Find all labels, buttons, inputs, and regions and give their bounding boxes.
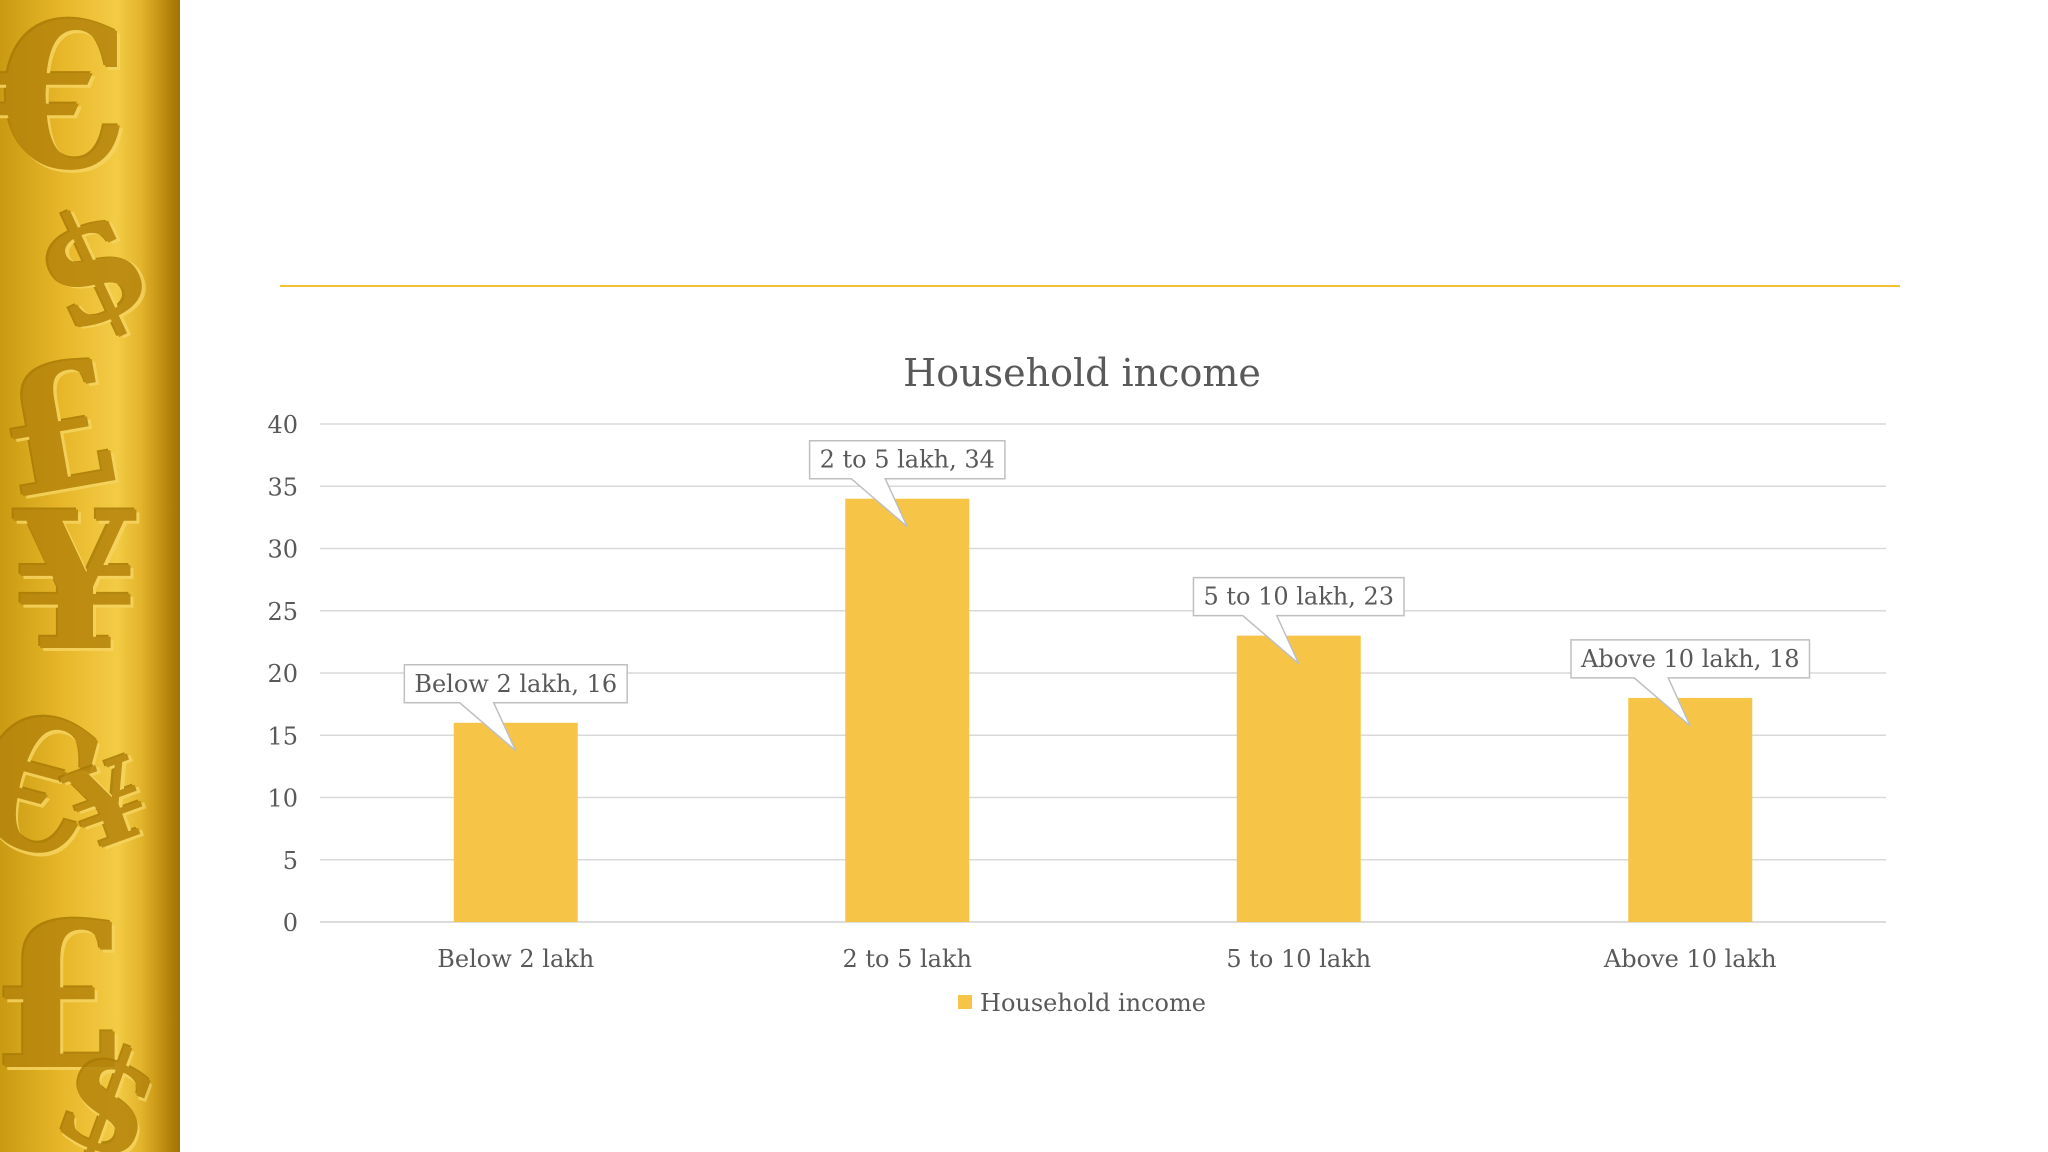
- y-tick-label: 0: [283, 909, 298, 937]
- pound-sign-icon: £: [0, 880, 130, 1115]
- data-label: Below 2 lakh, 16: [403, 664, 628, 752]
- x-tick-label: 2 to 5 lakh: [842, 945, 972, 973]
- y-tick-label: 40: [267, 411, 298, 439]
- x-tick-label: Below 2 lakh: [437, 945, 594, 973]
- data-label: 2 to 5 lakh, 34: [808, 439, 1006, 528]
- x-tick-label: 5 to 10 lakh: [1226, 945, 1371, 973]
- data-label-callout: [808, 439, 1006, 528]
- data-label: Above 10 lakh, 18: [1570, 639, 1811, 727]
- bar: [1236, 635, 1361, 922]
- bar: [1628, 697, 1753, 922]
- data-label: 5 to 10 lakh, 23: [1192, 576, 1405, 665]
- y-tick-label: 10: [267, 785, 298, 813]
- data-label-text: Above 10 lakh, 18: [1580, 645, 1799, 673]
- chart-title: Household income: [903, 351, 1261, 395]
- title-accent-line: [280, 285, 1900, 287]
- decorative-side-panel: € $ £ ¥ € ¥ £ $: [0, 0, 180, 1152]
- data-label-callout: [1192, 576, 1405, 665]
- legend-swatch: [958, 995, 973, 1009]
- data-label-text: 2 to 5 lakh, 34: [820, 446, 995, 474]
- data-label-text: 5 to 10 lakh, 23: [1203, 583, 1394, 611]
- yen-sign-icon: ¥: [10, 470, 143, 693]
- x-tick-label: Above 10 lakh: [1603, 945, 1777, 973]
- y-tick-label: 35: [267, 473, 298, 501]
- y-tick-label: 15: [267, 722, 298, 750]
- data-label-callout: [403, 664, 628, 752]
- legend-label: Household income: [980, 989, 1206, 1017]
- y-tick-label: 20: [267, 660, 298, 688]
- y-tick-label: 5: [283, 847, 298, 875]
- data-label-text: Below 2 lakh, 16: [414, 670, 617, 698]
- bar: [453, 722, 578, 922]
- euro-sign-icon: €: [0, 0, 130, 215]
- bar: [845, 498, 970, 922]
- y-tick-label: 25: [267, 598, 298, 626]
- y-tick-label: 30: [267, 536, 298, 564]
- data-label-callout: [1570, 639, 1811, 727]
